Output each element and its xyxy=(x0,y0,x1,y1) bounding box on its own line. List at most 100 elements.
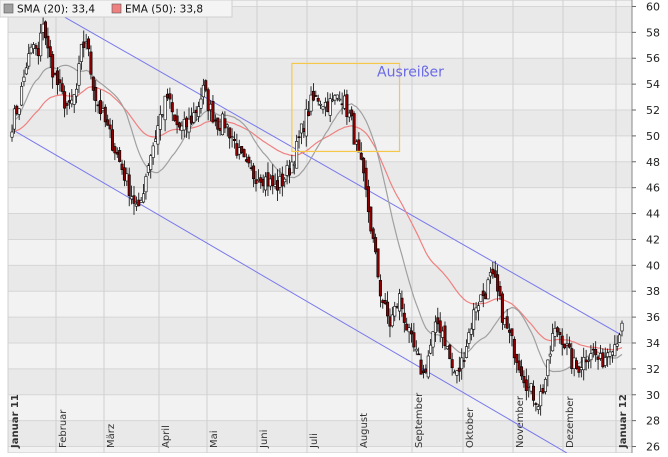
candle-body xyxy=(307,111,311,116)
candle xyxy=(137,192,141,207)
candle-body xyxy=(546,359,550,377)
candle xyxy=(450,352,454,376)
candle-body xyxy=(512,338,516,359)
candle-body xyxy=(252,165,256,180)
candle-body xyxy=(577,366,581,373)
y-tick-label: 50 xyxy=(646,130,660,143)
candle-body xyxy=(189,115,193,124)
candle xyxy=(462,351,466,368)
candle-body xyxy=(228,127,232,139)
candle-body xyxy=(261,178,265,187)
candle-body xyxy=(398,293,402,312)
candle xyxy=(448,343,452,360)
grid-band xyxy=(8,161,632,188)
candle xyxy=(524,368,528,401)
candle-body xyxy=(115,151,119,155)
candle xyxy=(551,323,555,352)
candle xyxy=(366,179,370,223)
candle-body xyxy=(354,141,358,145)
candle-body xyxy=(96,104,100,107)
candle-body xyxy=(72,94,76,105)
candle-body xyxy=(467,332,471,344)
candle xyxy=(560,328,564,356)
candle-body xyxy=(481,290,485,297)
candle xyxy=(170,94,174,122)
candle-body xyxy=(139,200,143,203)
candle-body xyxy=(156,125,160,145)
candle-body xyxy=(369,206,373,232)
candle-body xyxy=(340,103,344,106)
candle xyxy=(376,248,380,279)
candle xyxy=(314,90,318,97)
legend-swatch xyxy=(111,3,122,14)
candle xyxy=(603,347,607,368)
candle-body xyxy=(264,176,268,191)
candle-body xyxy=(436,317,440,325)
candle-body xyxy=(388,316,392,327)
candle-body xyxy=(256,178,260,181)
grid-band xyxy=(8,265,632,292)
candle-body xyxy=(232,138,236,141)
candle xyxy=(531,380,535,407)
candle-body xyxy=(314,95,318,97)
candle-body xyxy=(543,379,547,392)
candle xyxy=(620,320,624,337)
candle-body xyxy=(216,117,220,130)
candle-body xyxy=(280,173,284,187)
candle-body xyxy=(146,165,150,173)
candle xyxy=(65,101,69,115)
candle-body xyxy=(558,332,562,336)
x-axis-label: April xyxy=(161,425,172,448)
y-tick-label: 38 xyxy=(646,285,660,298)
candle-body xyxy=(213,119,217,122)
candle xyxy=(87,36,91,57)
candle xyxy=(149,153,153,179)
candle-body xyxy=(393,306,397,317)
candle-body xyxy=(168,93,172,100)
candle-body xyxy=(405,323,409,331)
candle-body xyxy=(34,45,38,49)
candle xyxy=(419,353,423,375)
candle-body xyxy=(63,91,67,109)
candle-body xyxy=(242,149,246,158)
candle xyxy=(216,117,220,136)
candle-body xyxy=(472,309,476,330)
candle-body xyxy=(587,360,591,362)
y-tick-label: 44 xyxy=(646,208,660,221)
candle-body xyxy=(539,391,543,407)
candle-body xyxy=(390,314,394,327)
candle xyxy=(252,163,256,188)
candle xyxy=(106,114,110,126)
candle xyxy=(505,308,509,330)
candle-body xyxy=(158,114,162,130)
candle-body xyxy=(359,152,363,160)
candle-body xyxy=(99,100,103,115)
candle-body xyxy=(496,274,500,292)
candle xyxy=(20,82,24,107)
candle-body xyxy=(381,300,385,303)
candle xyxy=(228,127,232,149)
candle xyxy=(467,328,471,349)
candle-body xyxy=(273,183,277,187)
candle-body xyxy=(493,270,497,278)
candle-body xyxy=(503,318,507,325)
candle-body xyxy=(137,199,141,207)
annotation-box xyxy=(291,62,401,153)
candle-body xyxy=(515,353,519,363)
candle-body xyxy=(412,332,416,348)
candle-body xyxy=(357,139,361,153)
candle-body xyxy=(500,293,504,323)
candle xyxy=(163,95,167,132)
candle xyxy=(414,340,418,356)
candle xyxy=(94,79,98,113)
candle xyxy=(91,76,95,101)
candle-body xyxy=(53,72,57,75)
candle-body xyxy=(192,112,196,123)
candle-body xyxy=(460,357,464,370)
candle-body xyxy=(347,112,351,118)
candle xyxy=(338,91,342,102)
candle xyxy=(192,102,196,125)
candle xyxy=(297,130,301,149)
candle-body xyxy=(254,179,258,184)
candle-body xyxy=(132,195,136,204)
